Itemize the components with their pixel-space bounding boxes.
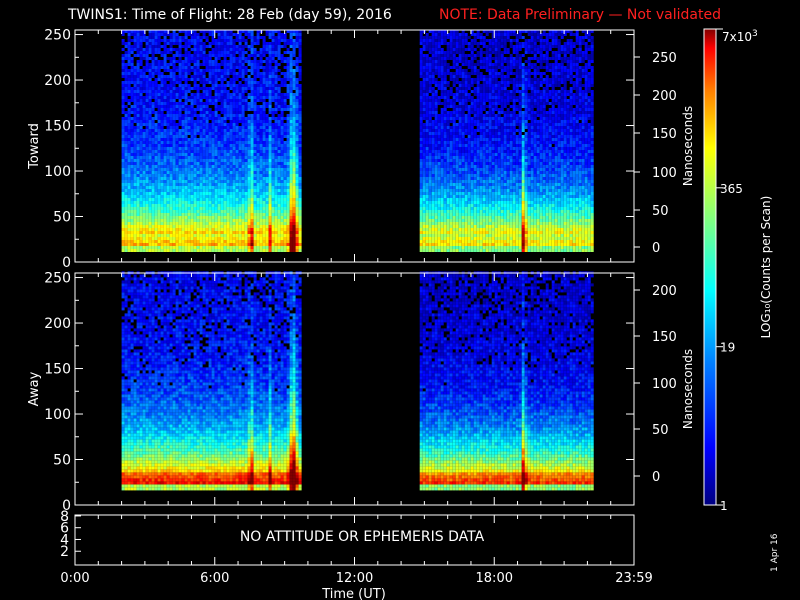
ytick-label: 8: [60, 509, 69, 525]
toward-left-axis: 0 50 100 150 200 250: [44, 28, 634, 271]
no-data-message: NO ATTITUDE OR EPHEMERIS DATA: [240, 529, 485, 545]
panel-toward: 0 50 100 150 200 250 0 50 100 150 200 250 Toward N…: [27, 28, 695, 271]
colorbar-tick-label: 19: [720, 341, 735, 355]
ytick-label: 0: [62, 255, 71, 271]
right-tick-label: 150: [652, 330, 677, 345]
toward-right-axis-label: Nanoseconds: [681, 106, 695, 186]
ytick-label: 50: [53, 210, 71, 226]
away-ylabel: Away: [27, 371, 42, 406]
right-tick-label: 100: [652, 166, 677, 181]
ytick-label: 250: [44, 28, 71, 44]
right-tick-label: 250: [652, 51, 677, 66]
colorbar-label: LOG₁₀(Counts per Scan): [759, 196, 773, 339]
time-axis: 0:00 6:00 12:00 18:00 23:59: [60, 30, 653, 586]
ytick-label: 200: [44, 73, 71, 89]
ytick-label: 50: [53, 453, 71, 469]
ytick-label: 150: [44, 362, 71, 378]
right-tick-label: 100: [652, 377, 677, 392]
colorbar-tick-label: 365: [720, 182, 743, 196]
heatmap-interval: [419, 271, 594, 491]
colorbar-tick-label: 7x103: [722, 29, 758, 44]
ytick-label: 6: [60, 521, 69, 537]
title-main: TWINS1: Time of Flight: 28 Feb (day 59),…: [68, 7, 392, 23]
away-heatmap: [121, 271, 594, 491]
generated-date-stamp: 1 Apr 16: [770, 533, 780, 572]
toward-heatmap: [121, 30, 594, 252]
heatmap-interval: [121, 271, 302, 491]
x-axis-label: Time (UT): [321, 587, 386, 600]
colorbar-tick-label: 1: [720, 499, 728, 513]
heatmap-interval: [121, 30, 302, 252]
toward-ylabel: Toward: [27, 123, 42, 170]
xtick-label: 6:00: [200, 571, 229, 586]
ytick-label: 150: [44, 119, 71, 135]
right-tick-label: 0: [652, 241, 660, 256]
right-tick-label: 50: [652, 423, 669, 438]
ytick-label: 100: [44, 407, 71, 423]
ytick-label: 100: [44, 164, 71, 180]
right-tick-label: 0: [652, 470, 660, 485]
ytick-label: 0: [62, 498, 71, 514]
colorbar: 1 19 365 7x103 LOG₁₀(Counts per Scan): [703, 28, 773, 513]
colorbar-gradient: [703, 28, 717, 506]
xtick-label: 0:00: [60, 571, 89, 586]
ytick-label: 200: [44, 316, 71, 332]
right-tick-label: 50: [652, 204, 669, 219]
colorbar-ticks: 1 19 365 7x103: [716, 28, 758, 513]
title-preliminary-note: NOTE: Data Preliminary — Not validated: [439, 7, 721, 23]
ytick-label: 4: [60, 532, 69, 548]
toward-right-axis: 0 50 100 150 200 250: [634, 51, 677, 256]
away-right-axis: 0 50 100 150 200: [634, 284, 677, 485]
heatmap-interval: [419, 30, 594, 252]
ytick-label: 2: [60, 544, 69, 560]
right-tick-label: 150: [652, 127, 677, 142]
xtick-label: 12:00: [336, 571, 373, 586]
xtick-label: 23:59: [615, 571, 652, 586]
panel-away: 0 50 100 150 200 250 0 50 100 150 200 Away Nanose…: [27, 271, 695, 514]
away-left-axis: 0 50 100 150 200 250: [44, 271, 634, 514]
ytick-label: 250: [44, 271, 71, 287]
plot-title: TWINS1: Time of Flight: 28 Feb (day 59),…: [0, 7, 800, 25]
right-tick-label: 200: [652, 284, 677, 299]
away-right-axis-label: Nanoseconds: [681, 349, 695, 429]
xtick-label: 18:00: [476, 571, 513, 586]
right-tick-label: 200: [652, 89, 677, 104]
